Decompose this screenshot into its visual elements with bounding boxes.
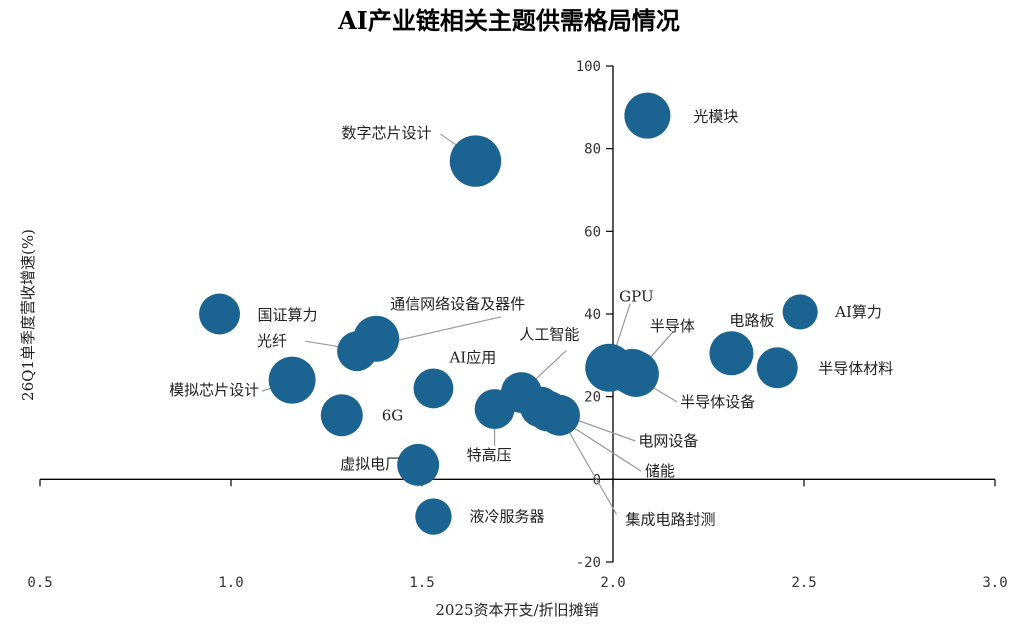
bubble-label: 电网设备 (638, 432, 698, 450)
bubble-label: 半导体设备 (680, 393, 755, 411)
bubble-label: 虚拟电厂 (340, 455, 400, 473)
bubble-label: 数字芯片设计 (341, 124, 431, 142)
bubble-label: 国证算力 (258, 306, 318, 324)
y-tick-label: 80 (584, 142, 601, 158)
bubble-point (756, 347, 798, 389)
bubble-point (199, 293, 241, 335)
bubble-point (397, 443, 440, 486)
x-tick-label: 1.0 (218, 575, 243, 591)
bubble-point (709, 331, 754, 376)
x-tick-label: 0.5 (27, 575, 52, 591)
y-tick-label: 100 (576, 59, 601, 75)
bubble-label: 通信网络设备及器件 (390, 295, 525, 313)
bubble-label: 模拟芯片设计 (169, 381, 259, 399)
bubble-point (782, 294, 818, 330)
bubble-point (413, 368, 454, 409)
bubble-label: 储能 (645, 462, 675, 480)
bubble-label: 集成电路封测 (626, 510, 716, 528)
bubble-label: AI应用 (448, 348, 496, 366)
bubble-point (449, 135, 502, 187)
y-tick-label: 20 (584, 390, 601, 406)
bubble-label: 电路板 (729, 311, 774, 329)
bubble-label: 6G (382, 406, 404, 424)
bubble-label: GPU (619, 288, 653, 306)
bubble-label: 半导体 (650, 317, 695, 335)
bubble-label: AI算力 (834, 303, 882, 321)
bubble-point (624, 92, 671, 139)
bubble-point (337, 331, 377, 372)
y-tick-label: -20 (576, 555, 601, 571)
bubbles (199, 92, 818, 535)
bubble-point (539, 394, 580, 436)
bubble-label: 特高压 (467, 446, 512, 464)
bubble-label: 液冷服务器 (469, 508, 544, 526)
y-tick-label: 40 (584, 307, 601, 323)
bubble-point (320, 394, 363, 437)
bubble-point (268, 356, 316, 404)
bubble-label: 光模块 (693, 108, 738, 126)
bubble-point (612, 350, 659, 397)
chart-title: AI产业链相关主题供需格局情况 (337, 6, 680, 35)
x-tick-label: 1.5 (409, 575, 434, 591)
bubble-label: 人工智能 (519, 326, 579, 344)
y-tick-label: 60 (584, 224, 601, 240)
y-axis-label: 26Q1单季度营收增速(%) (19, 229, 37, 401)
x-tick-label: 2.5 (791, 575, 816, 591)
x-tick-label: 3.0 (982, 575, 1007, 591)
x-tick-label: 2.0 (600, 575, 625, 591)
bubble-label: 光纤 (257, 332, 287, 350)
x-axis-label: 2025资本开支/折旧摊销 (435, 601, 598, 619)
bubble-label: 半导体材料 (818, 360, 893, 378)
bubble-point (415, 498, 452, 535)
